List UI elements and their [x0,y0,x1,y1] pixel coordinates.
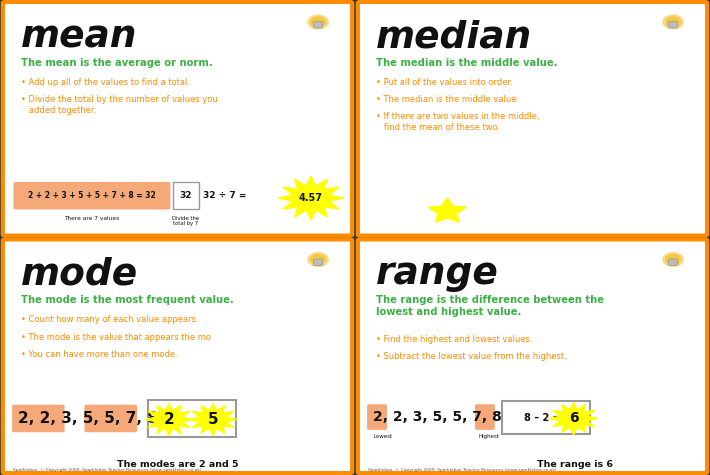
Circle shape [308,15,328,29]
Text: Divide the
total by 7: Divide the total by 7 [172,216,200,227]
FancyBboxPatch shape [84,405,137,432]
FancyBboxPatch shape [314,21,322,28]
FancyBboxPatch shape [3,2,352,236]
Text: Sparklebox  © Copyright 2009, Sparklebox Teacher Resources (www.sparklebox.co.uk: Sparklebox © Copyright 2009, Sparklebox … [368,468,556,472]
FancyBboxPatch shape [669,259,677,266]
Text: • Put all of the values into order.: • Put all of the values into order. [376,78,513,87]
Text: • Add up all of the values to find a total.: • Add up all of the values to find a tot… [21,78,190,87]
Text: 2: 2 [163,412,175,427]
Text: 32: 32 [180,191,192,200]
Polygon shape [550,402,598,435]
Text: • If there are two values in the middle,
   find the mean of these two.: • If there are two values in the middle,… [376,112,540,132]
Text: • Divide the total by the number of values you
   added together.: • Divide the total by the number of valu… [21,95,218,115]
Text: The range is the difference between the
lowest and highest value.: The range is the difference between the … [376,295,604,317]
Text: median: median [376,19,532,55]
Text: 8 – 2 =: 8 – 2 = [524,412,561,423]
Circle shape [310,17,326,27]
Text: • The mode is the value that appears the mo: • The mode is the value that appears the… [21,332,212,342]
Polygon shape [428,198,466,222]
Text: • You can have more than one mode.: • You can have more than one mode. [21,350,178,359]
Text: • Find the highest and lowest values.: • Find the highest and lowest values. [376,335,532,344]
Text: 2 + 2 + 3 + 5 + 5 + 7 + 8 = 32: 2 + 2 + 3 + 5 + 5 + 7 + 8 = 32 [28,191,155,200]
Text: The median is the middle value.: The median is the middle value. [376,58,558,68]
Text: • Count how many of each value appears.: • Count how many of each value appears. [21,315,199,324]
Polygon shape [189,403,237,436]
FancyBboxPatch shape [475,404,495,430]
Text: The modes are 2 and 5: The modes are 2 and 5 [116,460,239,469]
Circle shape [310,255,326,265]
Text: The mean is the average or norm.: The mean is the average or norm. [21,58,213,68]
Text: The range is 6: The range is 6 [537,460,613,469]
FancyBboxPatch shape [367,404,387,430]
Circle shape [663,253,683,266]
Text: 2, 2, 3, 5, 5, 7, 8: 2, 2, 3, 5, 5, 7, 8 [18,411,158,427]
Text: mode: mode [21,256,138,293]
Polygon shape [145,403,193,436]
Text: 5: 5 [208,412,218,427]
Text: Highest: Highest [479,434,500,439]
FancyBboxPatch shape [3,239,352,473]
Text: Sparklebox  © Copyright 2009, Sparklebox Teacher Resources (www.sparklebox.co.uk: Sparklebox © Copyright 2009, Sparklebox … [13,468,201,472]
Text: 4.57: 4.57 [299,193,323,203]
Circle shape [665,17,681,27]
Polygon shape [278,176,344,220]
Text: 32 ÷ 7 =: 32 ÷ 7 = [203,191,246,200]
Text: • The median is the middle value.: • The median is the middle value. [376,95,520,104]
FancyBboxPatch shape [358,239,707,473]
FancyBboxPatch shape [502,401,590,434]
FancyBboxPatch shape [314,259,322,266]
FancyBboxPatch shape [148,400,236,437]
Text: 2, 2, 3, 5, 5, 7, 8: 2, 2, 3, 5, 5, 7, 8 [373,410,502,424]
Text: Lowest: Lowest [373,434,393,439]
Text: The mode is the most frequent value.: The mode is the most frequent value. [21,295,234,305]
FancyBboxPatch shape [358,2,707,236]
Text: range: range [376,256,499,293]
FancyBboxPatch shape [173,182,199,209]
FancyBboxPatch shape [669,21,677,28]
Text: mean: mean [21,19,138,55]
Text: 6: 6 [569,411,579,426]
Circle shape [665,255,681,265]
FancyBboxPatch shape [13,182,170,209]
Circle shape [663,15,683,29]
Text: There are 7 values: There are 7 values [65,216,119,221]
Text: • Subtract the lowest value from the highest.: • Subtract the lowest value from the hig… [376,352,567,361]
Circle shape [308,253,328,266]
FancyBboxPatch shape [12,405,65,432]
